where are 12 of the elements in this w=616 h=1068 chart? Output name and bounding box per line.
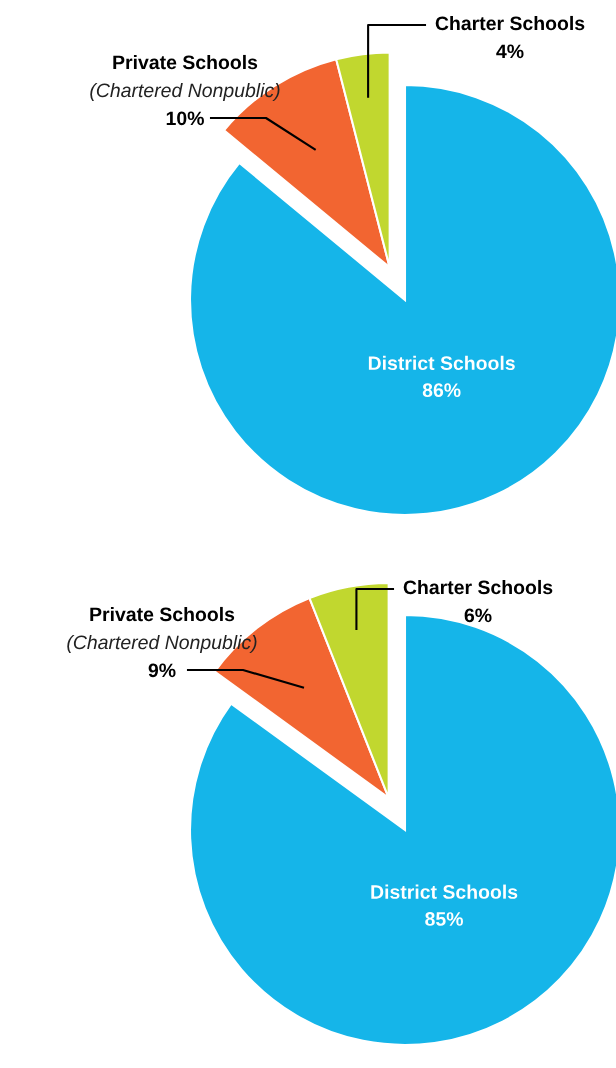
data-label: 6% bbox=[464, 608, 492, 623]
data-label: 86% bbox=[422, 383, 461, 398]
data-label: 10% bbox=[166, 111, 204, 126]
data-label: 9% bbox=[148, 663, 176, 678]
slice-label: Charter Schools bbox=[403, 579, 553, 595]
data-label: 85% bbox=[425, 912, 463, 926]
slice-label: Charter Schools bbox=[435, 15, 585, 31]
slice-label: District Schools bbox=[368, 355, 515, 371]
data-label: 4% bbox=[496, 44, 524, 59]
slice-label: Private Schools bbox=[90, 606, 235, 622]
slice-label: Private Schools bbox=[113, 54, 258, 70]
slice-label: District Schools bbox=[371, 884, 518, 899]
